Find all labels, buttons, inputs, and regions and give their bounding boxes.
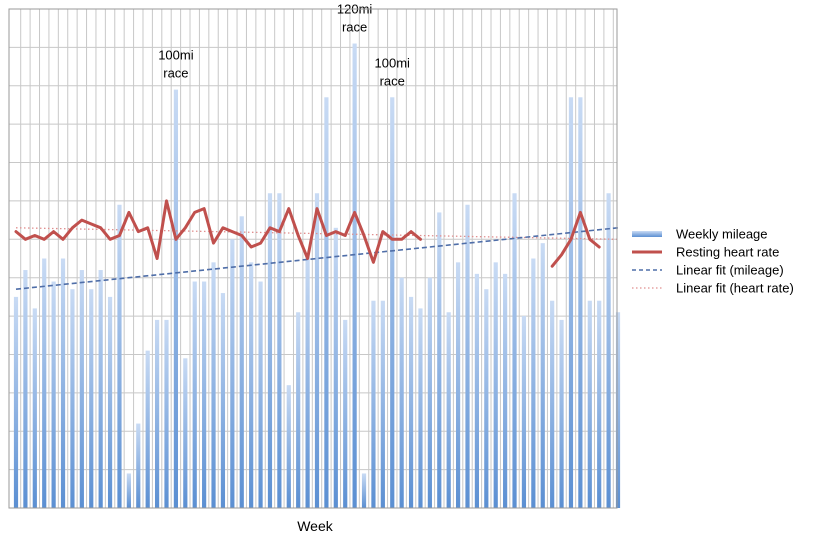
mileage-bar xyxy=(446,312,451,508)
mileage-bar xyxy=(192,281,197,508)
race-annotation-label: race xyxy=(163,66,188,81)
mileage-bar xyxy=(587,300,592,508)
mileage-bar xyxy=(615,312,621,508)
mileage-bar xyxy=(606,193,611,508)
mileage-fit-line xyxy=(15,226,619,291)
mileage-bar xyxy=(399,277,404,508)
mileage-bar xyxy=(305,254,310,508)
mileage-bar xyxy=(117,204,122,508)
mileage-bar xyxy=(474,273,480,508)
legend-label: Linear fit (heart rate) xyxy=(676,281,794,296)
plot-grid xyxy=(9,9,617,508)
mileage-bar xyxy=(98,270,103,508)
legend-label: Linear fit (mileage) xyxy=(676,263,784,278)
heart-rate-line xyxy=(14,199,601,268)
heart-rate-fit-line xyxy=(15,227,619,240)
mileage-bar xyxy=(42,258,47,508)
mileage-bar xyxy=(512,193,517,508)
mileage-bar xyxy=(239,216,244,508)
legend-label: Weekly mileage xyxy=(676,227,768,242)
mileage-bar xyxy=(258,281,263,508)
mileage-bar xyxy=(220,293,226,508)
mileage-bar xyxy=(493,262,498,508)
mileage-bar xyxy=(455,262,461,508)
mileage-bar xyxy=(540,243,545,508)
mileage-bar xyxy=(89,289,94,508)
race-annotation-label: race xyxy=(380,73,405,88)
mileage-bar xyxy=(164,319,169,508)
mileage-bars xyxy=(13,43,621,509)
legend-label: Resting heart rate xyxy=(676,245,779,260)
mileage-bar xyxy=(418,308,423,508)
mileage-bar xyxy=(314,193,320,508)
heart-rate-segment xyxy=(14,199,422,264)
mileage-bar xyxy=(568,97,574,509)
mileage-bar xyxy=(51,281,56,508)
mileage-bar xyxy=(324,97,329,509)
mileage-bar xyxy=(390,97,395,509)
mileage-bar xyxy=(550,300,555,508)
mileage-bar xyxy=(211,262,216,508)
mileage-bar xyxy=(23,270,28,508)
mileage-bar xyxy=(408,296,414,508)
race-annotation-label: 100mi xyxy=(158,48,194,63)
mileage-bar xyxy=(333,227,338,509)
mileage-bar xyxy=(70,289,75,508)
plot-border xyxy=(8,8,618,509)
mileage-bar xyxy=(352,43,357,509)
mileage-bar xyxy=(32,308,37,508)
heart-rate-segment xyxy=(550,210,601,268)
mileage-bar xyxy=(79,270,84,508)
mileage-bar xyxy=(230,239,235,509)
mileage-bar xyxy=(145,350,150,508)
mileage-bar xyxy=(136,423,141,508)
mileage-bar xyxy=(597,300,602,508)
mileage-bar xyxy=(371,300,376,508)
mileage-bar xyxy=(154,319,160,508)
mileage-bar xyxy=(521,316,527,508)
mileage-bar xyxy=(484,289,489,508)
mileage-bar xyxy=(296,312,301,508)
mileage-bar xyxy=(202,281,207,508)
mileage-bar xyxy=(361,473,367,508)
mileage-bar xyxy=(559,319,564,508)
mileage-bar xyxy=(107,296,113,508)
mileage-bar xyxy=(437,212,442,508)
x-axis-label: Week xyxy=(297,518,334,534)
mileage-bar xyxy=(249,262,254,508)
race-annotation-label: 100mi xyxy=(375,55,411,70)
mileage-bar xyxy=(343,319,348,508)
mileage-bar xyxy=(267,193,273,508)
race-annotation-label: race xyxy=(342,20,367,35)
mileage-bar xyxy=(277,193,282,508)
mileage-bar xyxy=(503,273,508,508)
legend: Weekly mileage Resting heart rate Linear f… xyxy=(632,227,794,296)
mileage-bar xyxy=(126,473,131,508)
legend-swatch-mileage xyxy=(632,231,662,237)
mileage-bar xyxy=(578,97,583,509)
mileage-bar xyxy=(13,296,19,508)
mileage-bar xyxy=(286,385,291,508)
mileage-bar xyxy=(465,204,470,508)
mileage-bar xyxy=(173,89,179,508)
mileage-bar xyxy=(60,258,66,508)
mileage-bar xyxy=(531,258,536,508)
mileage-bar xyxy=(427,277,432,508)
mileage-bar xyxy=(380,300,385,508)
mileage-bar xyxy=(183,358,188,508)
